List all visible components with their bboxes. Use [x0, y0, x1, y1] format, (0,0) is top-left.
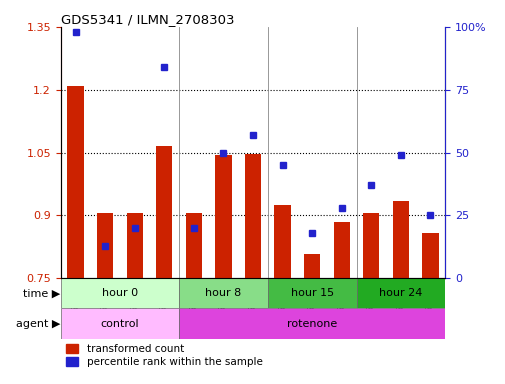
Bar — [244, 154, 261, 278]
Bar — [156, 146, 172, 278]
Bar — [97, 214, 113, 278]
Bar — [179, 278, 267, 308]
Bar — [363, 214, 379, 278]
Text: hour 24: hour 24 — [378, 288, 422, 298]
Bar — [67, 86, 83, 278]
Bar — [267, 278, 356, 308]
Text: agent ▶: agent ▶ — [16, 318, 61, 329]
Bar — [422, 233, 438, 278]
Text: rotenone: rotenone — [286, 318, 337, 329]
Text: hour 8: hour 8 — [205, 288, 241, 298]
Text: GDS5341 / ILMN_2708303: GDS5341 / ILMN_2708303 — [61, 13, 234, 26]
Text: hour 15: hour 15 — [290, 288, 333, 298]
Bar — [333, 222, 349, 278]
Text: control: control — [100, 318, 139, 329]
Bar — [61, 278, 179, 308]
Bar — [356, 278, 444, 308]
Text: hour 0: hour 0 — [102, 288, 138, 298]
Bar — [126, 214, 142, 278]
Bar — [304, 254, 320, 278]
Text: time ▶: time ▶ — [23, 288, 61, 298]
Bar — [392, 201, 408, 278]
Bar — [61, 308, 179, 339]
Legend: transformed count, percentile rank within the sample: transformed count, percentile rank withi… — [66, 344, 262, 367]
Bar — [179, 308, 444, 339]
Bar — [274, 205, 290, 278]
Bar — [215, 155, 231, 278]
Bar — [185, 214, 201, 278]
